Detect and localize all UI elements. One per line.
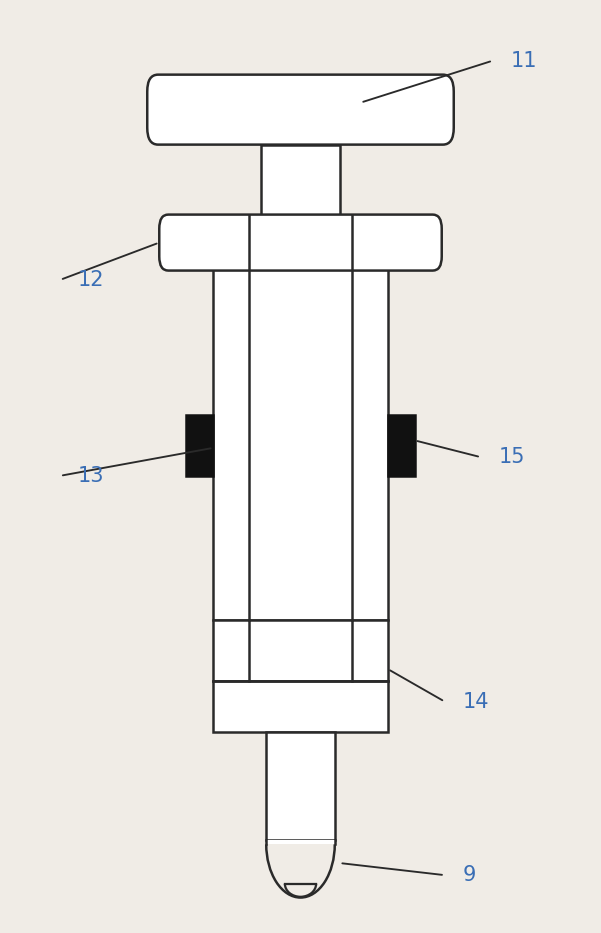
Text: 9: 9 — [463, 865, 476, 885]
Text: 13: 13 — [78, 466, 105, 486]
Bar — [213, 681, 388, 732]
Text: 14: 14 — [463, 691, 489, 712]
Bar — [266, 732, 335, 840]
FancyBboxPatch shape — [159, 215, 442, 271]
Bar — [186, 415, 213, 476]
Bar — [261, 145, 340, 215]
Text: 11: 11 — [511, 50, 537, 71]
Bar — [388, 415, 415, 476]
FancyBboxPatch shape — [147, 75, 454, 145]
Bar — [213, 620, 388, 681]
FancyBboxPatch shape — [266, 840, 335, 844]
Bar — [213, 215, 388, 620]
Text: 12: 12 — [78, 270, 105, 290]
Text: 15: 15 — [499, 447, 525, 467]
